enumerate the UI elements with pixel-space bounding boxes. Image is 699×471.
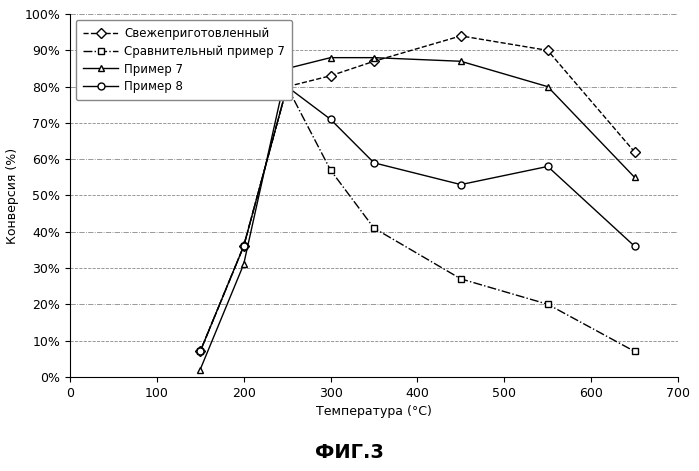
X-axis label: Температура (°C): Температура (°C) (316, 405, 432, 418)
Y-axis label: Конверсия (%): Конверсия (%) (6, 147, 19, 244)
Legend: Свежеприготовленный, Сравнительный пример 7, Пример 7, Пример 8: Свежеприготовленный, Сравнительный приме… (75, 20, 292, 100)
Text: ФИГ.3: ФИГ.3 (315, 443, 384, 462)
